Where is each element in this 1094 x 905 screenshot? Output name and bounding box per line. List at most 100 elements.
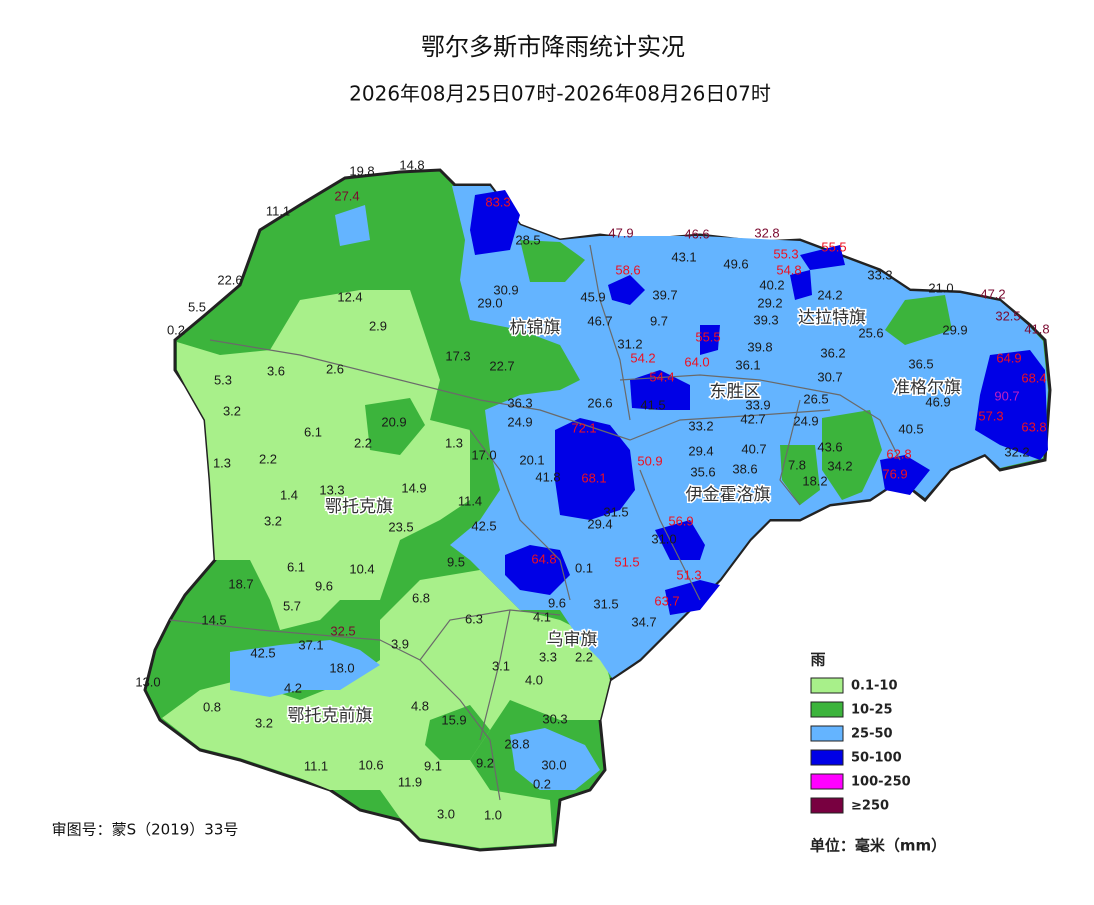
station-value: 30.0 xyxy=(541,757,566,772)
station-value: 55.5 xyxy=(821,239,846,254)
station-value: 11.1 xyxy=(266,203,290,218)
station-value: 3.2 xyxy=(223,403,241,418)
station-value: 63.8 xyxy=(1021,419,1046,434)
station-value: 29.2 xyxy=(757,295,782,310)
station-value: 14.5 xyxy=(201,612,226,627)
station-value: 20.9 xyxy=(381,414,406,429)
station-value: 64.0 xyxy=(684,354,709,369)
legend-swatch xyxy=(810,701,844,718)
station-value: 9.5 xyxy=(447,554,465,569)
station-value: 76.9 xyxy=(882,466,907,481)
station-value: 64.9 xyxy=(996,350,1021,365)
station-value: 90.7 xyxy=(994,388,1019,403)
legend-label: 100-250 xyxy=(851,775,911,790)
station-value: 62.8 xyxy=(886,446,911,461)
station-value: 29.9 xyxy=(942,322,967,337)
station-value: 14.9 xyxy=(401,480,426,495)
station-value: 32.2 xyxy=(1004,444,1029,459)
station-value: 3.2 xyxy=(264,513,282,528)
station-value: 54.8 xyxy=(776,262,801,277)
station-value: 6.8 xyxy=(412,590,430,605)
station-value: 1.0 xyxy=(484,807,502,822)
legend-label: ≥250 xyxy=(851,799,889,814)
station-value: 18.0 xyxy=(329,660,354,675)
station-value: 13.3 xyxy=(319,482,344,497)
station-value: 33.2 xyxy=(688,418,713,433)
area-10-25 xyxy=(520,240,585,282)
station-value: 31.5 xyxy=(593,596,618,611)
station-value: 0.8 xyxy=(203,699,221,714)
station-value: 49.6 xyxy=(723,256,748,271)
station-value: 11.4 xyxy=(458,493,482,508)
station-value: 27.4 xyxy=(334,188,359,203)
station-value: 24.9 xyxy=(793,413,818,428)
title: 鄂尔多斯市降雨统计实况 xyxy=(421,33,685,61)
station-value: 6.3 xyxy=(465,611,483,626)
station-value: 30.7 xyxy=(817,369,842,384)
district-name: 鄂托克前旗 xyxy=(288,706,373,726)
station-value: 41.5 xyxy=(640,397,665,412)
station-value: 32.8 xyxy=(754,225,779,240)
area-0-10 xyxy=(177,290,470,630)
station-value: 20.1 xyxy=(519,452,544,467)
legend: 雨 0.1-10 10-25 25-50 50-100 100-250 ≥250 xyxy=(810,651,911,814)
legend-title: 雨 xyxy=(810,651,825,669)
station-value: 28.8 xyxy=(504,736,529,751)
station-value: 42.5 xyxy=(471,518,496,533)
station-value: 24.9 xyxy=(507,414,532,429)
station-value: 46.7 xyxy=(587,313,612,328)
station-value: 32.5 xyxy=(330,623,355,638)
station-value: 26.6 xyxy=(587,395,612,410)
station-value: 46.9 xyxy=(925,394,950,409)
legend-label: 50-100 xyxy=(851,751,902,766)
station-value: 18.2 xyxy=(802,473,827,488)
station-value: 1.3 xyxy=(445,435,463,450)
station-value: 2.2 xyxy=(575,649,593,664)
station-value: 56.9 xyxy=(668,513,693,528)
station-value: 5.3 xyxy=(214,372,232,387)
station-value: 72.1 xyxy=(571,420,596,435)
station-value: 3.6 xyxy=(267,363,285,378)
district-name: 达拉特旗 xyxy=(798,308,866,328)
legend-label: 10-25 xyxy=(851,703,893,718)
area-0-10 xyxy=(162,570,610,848)
area-25-50 xyxy=(450,186,1048,678)
area-10-25 xyxy=(780,445,820,505)
station-value: 2.2 xyxy=(259,451,277,466)
station-value: 41.8 xyxy=(1024,321,1049,336)
station-value: 43.1 xyxy=(671,249,696,264)
station-value: 36.5 xyxy=(908,356,933,371)
station-value: 5.5 xyxy=(188,299,206,314)
station-value: 1.3 xyxy=(213,455,231,470)
station-value: 55.5 xyxy=(695,329,720,344)
legend-label: 25-50 xyxy=(851,727,893,742)
station-value: 55.3 xyxy=(773,246,798,261)
station-value: 18.7 xyxy=(228,576,253,591)
area-25-50 xyxy=(335,205,370,246)
station-value: 40.5 xyxy=(898,421,923,436)
station-value: 63.7 xyxy=(654,593,679,608)
station-value: 36.1 xyxy=(735,357,760,372)
station-value: 21.0 xyxy=(928,280,953,295)
station-value: 36.3 xyxy=(507,395,532,410)
station-value: 50.9 xyxy=(637,453,662,468)
station-value: 4.1 xyxy=(533,609,551,624)
station-value: 30.9 xyxy=(493,282,518,297)
station-value: 46.6 xyxy=(684,226,709,241)
legend-swatch xyxy=(810,725,844,742)
legend-swatch xyxy=(810,677,844,694)
station-value: 23.5 xyxy=(388,519,413,534)
station-value: 1.4 xyxy=(280,487,298,502)
station-value: 34.2 xyxy=(827,458,852,473)
station-value: 41.8 xyxy=(535,469,560,484)
station-value: 3.1 xyxy=(492,658,510,673)
station-value: 6.1 xyxy=(304,424,322,439)
legend-swatch xyxy=(810,797,844,814)
area-25-50 xyxy=(510,728,600,790)
station-value: 2.9 xyxy=(369,318,387,333)
station-value: 31.0 xyxy=(651,531,676,546)
station-value: 68.4 xyxy=(1021,370,1046,385)
station-value: 64.8 xyxy=(531,551,556,566)
station-value: 51.3 xyxy=(676,567,701,582)
